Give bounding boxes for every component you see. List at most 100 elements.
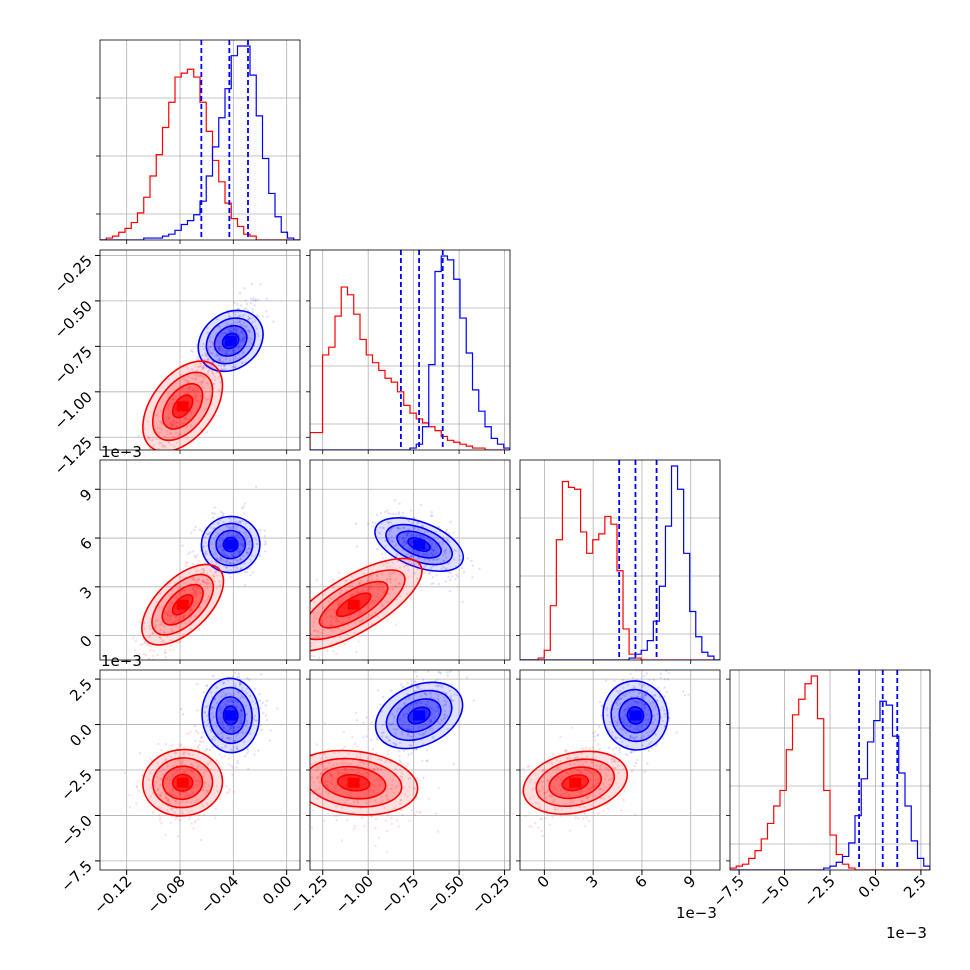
scatter-point (312, 617, 316, 620)
scatter-point (192, 827, 195, 830)
scatter-point (168, 648, 172, 652)
scatter-point (620, 740, 624, 744)
scatter-point (320, 631, 323, 635)
scatter-point (443, 716, 446, 720)
scatter-point (200, 362, 203, 365)
scatter-point (363, 762, 366, 765)
scatter-point (580, 790, 584, 793)
scatter-point (191, 550, 195, 553)
scatter-point (618, 746, 621, 749)
scatter-point (135, 785, 139, 789)
scatter-point (422, 565, 426, 569)
scatter-point (395, 542, 398, 546)
scatter-point (238, 550, 241, 554)
scatter-point (442, 549, 446, 553)
scatter-point (241, 361, 244, 364)
scatter-point (633, 700, 637, 703)
scatter-point (251, 310, 254, 314)
scatter-point (181, 616, 185, 619)
scatter-point (263, 540, 267, 543)
scatter-point (219, 559, 222, 562)
scatter-point (648, 718, 651, 721)
scatter-point (567, 794, 571, 797)
scatter-point (230, 562, 233, 565)
scatter-point (573, 762, 576, 766)
scatter-point (202, 568, 205, 571)
scatter-point (236, 759, 239, 763)
scatter-point (315, 629, 318, 633)
scatter-point (400, 778, 404, 782)
scatter-point (356, 745, 359, 748)
scatter-point (210, 351, 214, 355)
scatter-point (187, 817, 191, 821)
scatter-point (411, 534, 414, 538)
scatter-point (223, 350, 227, 354)
scatter-point (201, 353, 204, 357)
scatter-point (328, 608, 332, 611)
scatter-point (229, 726, 233, 730)
scatter-point (182, 421, 185, 425)
scatter-point (336, 762, 339, 766)
scatter-point (250, 560, 253, 563)
scatter-point (191, 769, 194, 773)
scatter-point (226, 736, 229, 740)
scatter-point (182, 753, 186, 756)
scatter-point (437, 709, 440, 713)
scatter-point (450, 698, 453, 701)
scatter-point (379, 801, 382, 804)
scatter-point (228, 328, 231, 331)
scatter-point (161, 423, 164, 426)
scatter-point (452, 531, 455, 534)
scatter-point (537, 802, 540, 805)
scatter-point (184, 582, 187, 585)
scatter-point (139, 644, 142, 647)
scatter-point (452, 699, 455, 703)
scatter-point (391, 722, 395, 725)
scatter-point (439, 684, 442, 687)
scatter-point (653, 707, 656, 710)
scatter-point (183, 379, 187, 383)
scatter-point (199, 364, 202, 368)
scatter-point (577, 817, 580, 820)
scatter-point (183, 750, 186, 754)
scatter-point (291, 630, 293, 632)
scatter-point (589, 804, 592, 807)
scatter-point (403, 540, 407, 544)
scatter-point (192, 578, 195, 581)
scatter-point (167, 404, 170, 407)
scatter-point (195, 580, 198, 583)
scatter-point (166, 798, 169, 801)
scatter-point (407, 724, 410, 728)
scatter-point (454, 549, 458, 553)
scatter-point (211, 340, 214, 344)
scatter-point (568, 756, 571, 760)
scatter-point (379, 512, 383, 515)
scatter-point (201, 379, 205, 382)
scatter-point (236, 321, 240, 324)
scatter-point (331, 616, 335, 619)
scatter-point (626, 744, 629, 747)
scatter-point (434, 551, 437, 555)
scatter-point (324, 611, 328, 614)
scatter-point (425, 748, 429, 752)
scatter-point (207, 582, 211, 585)
scatter-point (321, 778, 325, 781)
scatter-point (250, 652, 252, 654)
scatter-point (555, 759, 559, 762)
scatter-point (405, 765, 408, 768)
scatter-point (550, 794, 554, 797)
scatter-point (244, 299, 248, 302)
scatter-point (141, 473, 143, 475)
scatter-point (138, 495, 140, 497)
scatter-point (316, 630, 320, 633)
scatter-point (301, 659, 303, 661)
scatter-point (224, 321, 227, 325)
scatter-point (433, 549, 436, 552)
scatter-point (315, 777, 319, 780)
scatter-point (211, 573, 214, 577)
scatter-point (345, 762, 348, 765)
scatter-point (448, 541, 451, 544)
scatter-point (222, 550, 226, 553)
scatter-point (218, 346, 221, 350)
scatter-point (154, 465, 156, 467)
